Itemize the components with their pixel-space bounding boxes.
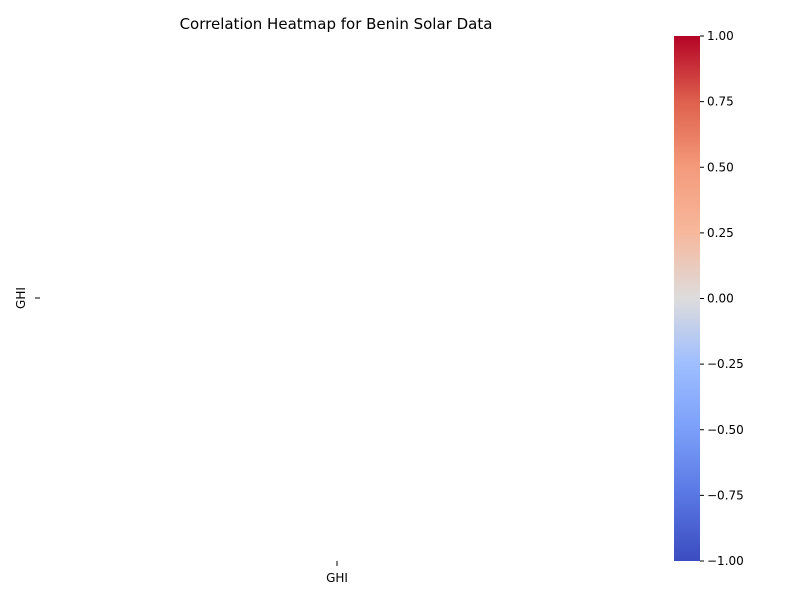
heatmap-plot-area xyxy=(40,36,635,561)
colorbar-tick-label: −0.50 xyxy=(707,423,744,437)
colorbar-tick-label: 1.00 xyxy=(707,29,734,43)
colorbar: 1.00 0.75 0.50 0.25 0.00 −0.25 −0.50 −0.75 −1.00 xyxy=(674,29,744,568)
colorbar-ticks: 1.00 0.75 0.50 0.25 0.00 −0.25 −0.50 −0.75 −1.00 xyxy=(700,29,744,568)
colorbar-tick-label: 0.50 xyxy=(707,160,734,174)
colorbar-tick-label: 0.25 xyxy=(707,226,734,240)
colorbar-tick-label: 0.75 xyxy=(707,95,734,109)
colorbar-tick-label: −0.25 xyxy=(707,357,744,371)
chart-title: Correlation Heatmap for Benin Solar Data xyxy=(180,15,493,33)
colorbar-tick-label: −0.75 xyxy=(707,488,744,502)
y-tick-label: GHI xyxy=(14,287,28,309)
colorbar-tick-label: 0.00 xyxy=(707,292,734,306)
colorbar-tick-label: −1.00 xyxy=(707,554,744,568)
heatmap-cell xyxy=(40,36,635,561)
x-tick-label: GHI xyxy=(326,571,348,585)
y-axis: GHI xyxy=(14,287,40,309)
x-axis: GHI xyxy=(326,561,348,585)
colorbar-gradient xyxy=(674,36,700,561)
